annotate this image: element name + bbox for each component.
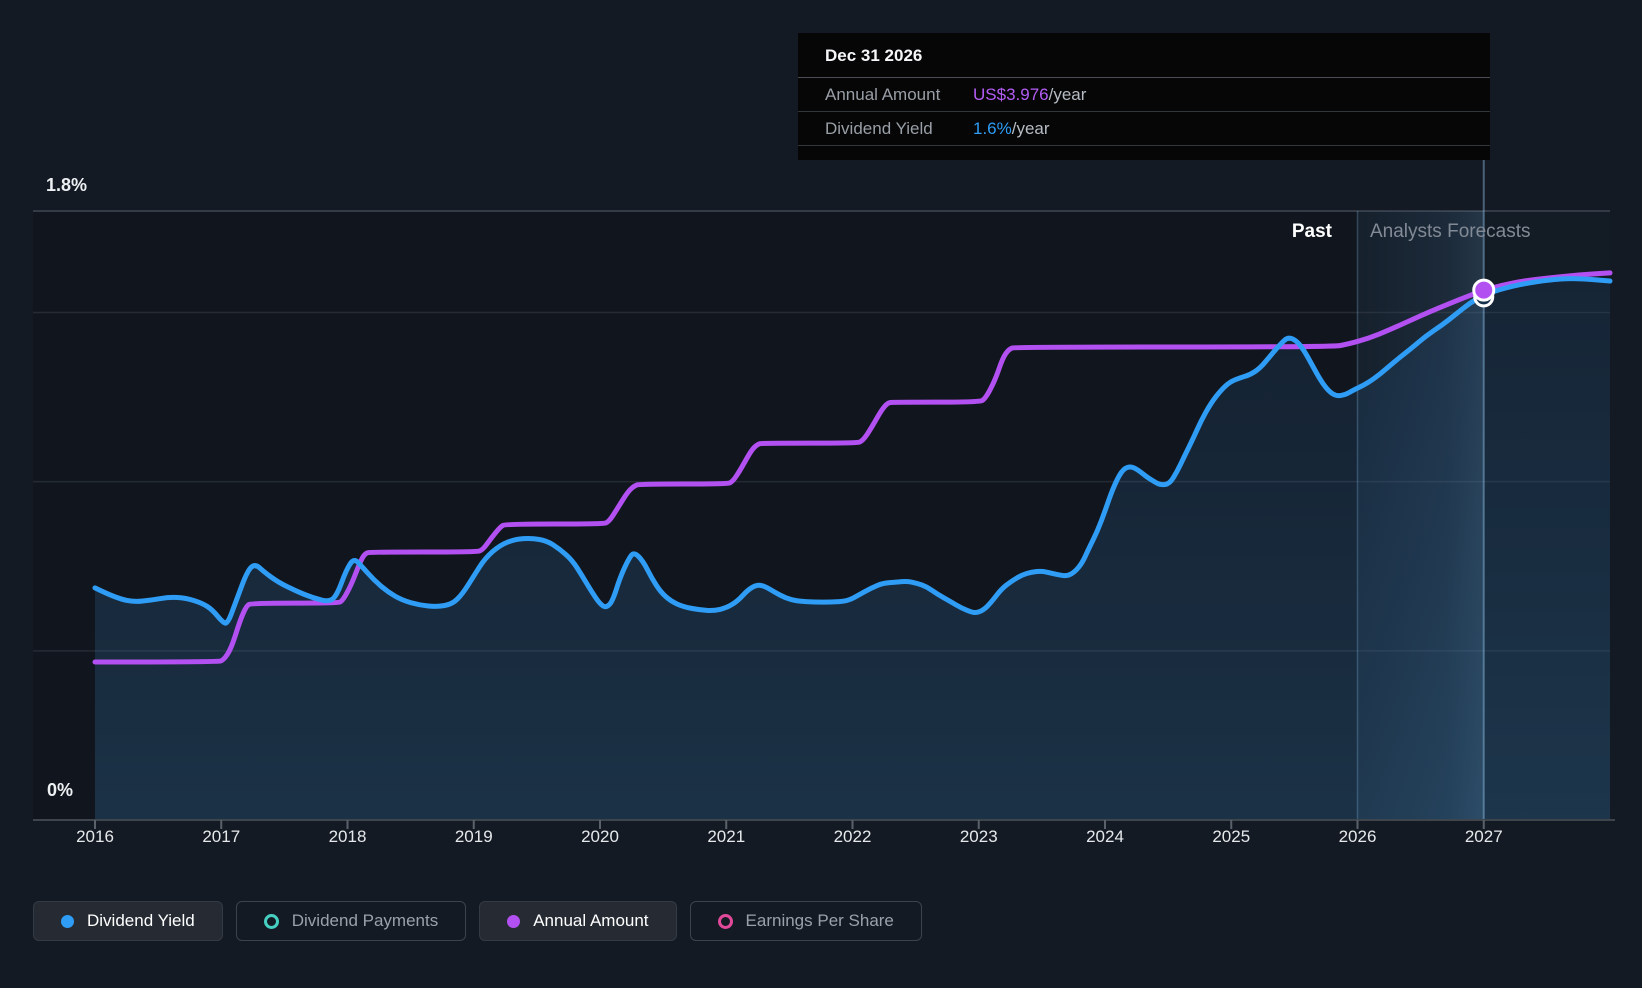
- legend-item-dividend-payments[interactable]: Dividend Payments: [235, 901, 467, 941]
- x-axis-label-2016: 2016: [76, 827, 114, 846]
- dividend-payments-dot-icon: [263, 913, 279, 929]
- x-axis-label-2025: 2025: [1212, 827, 1251, 846]
- tooltip-suffix: /year: [1011, 118, 1050, 138]
- tooltip-date: Dec 31 2026: [798, 33, 1490, 78]
- x-axis-label-2021: 2021: [707, 827, 746, 846]
- tooltip: Dec 31 2026 Annual Amount US$3.976 /year…: [798, 33, 1490, 160]
- hover-highlight-band: [1357, 211, 1484, 820]
- dividend-yield-dot-icon: [61, 914, 74, 928]
- legend-item-label: Earnings Per Share: [745, 911, 894, 930]
- x-axis-label-2024: 2024: [1086, 827, 1124, 846]
- tooltip-value: US$3.976: [973, 84, 1049, 104]
- x-axis-label-2019: 2019: [454, 827, 493, 846]
- tooltip-label: Annual Amount: [825, 84, 941, 104]
- x-axis-label-2022: 2022: [833, 827, 872, 846]
- legend-item-label: Dividend Payments: [291, 911, 439, 930]
- legend-item-earnings-per-share[interactable]: Earnings Per Share: [689, 901, 922, 941]
- legend-item-label: Dividend Yield: [87, 911, 195, 930]
- x-axis-label-2020: 2020: [581, 827, 619, 846]
- legend-item-dividend-yield[interactable]: Dividend Yield: [33, 901, 223, 941]
- legend-item-label: Annual Amount: [533, 911, 649, 930]
- x-axis-label-2027: 2027: [1464, 827, 1503, 846]
- tooltip-suffix: /year: [1048, 84, 1087, 104]
- tooltip-row-dividend-yield: Dividend Yield 1.6% /year: [798, 112, 1490, 146]
- x-axis-label-2026: 2026: [1338, 827, 1377, 846]
- legend: Dividend Yield Dividend Payments Annual Am…: [33, 901, 922, 941]
- x-axis-label-2017: 2017: [202, 827, 241, 846]
- tooltip-value: 1.6%: [973, 118, 1012, 138]
- dividend-yield-area: [95, 278, 1610, 820]
- dividend-yield-line: [92, 276, 1613, 626]
- tooltip-label: Dividend Yield: [825, 118, 933, 138]
- legend-item-annual-amount[interactable]: Annual Amount: [479, 901, 677, 941]
- past-label: Past: [1291, 221, 1332, 242]
- y-axis-label-max: 1.8%: [46, 175, 88, 195]
- tooltip-row-annual-amount: Annual Amount US$3.976 /year: [798, 78, 1490, 112]
- analysts-forecasts-label: Analysts Forecasts: [1370, 221, 1531, 242]
- x-axis-label-2018: 2018: [328, 827, 367, 846]
- x-axis-label-2023: 2023: [959, 827, 998, 846]
- annual-amount-line: [92, 270, 1613, 665]
- annual-amount-dot-icon: [507, 914, 521, 928]
- annual-amount-marker: [1472, 278, 1496, 302]
- y-axis-label-zero: 0%: [47, 780, 74, 800]
- earnings-per-share-dot-icon: [717, 913, 733, 929]
